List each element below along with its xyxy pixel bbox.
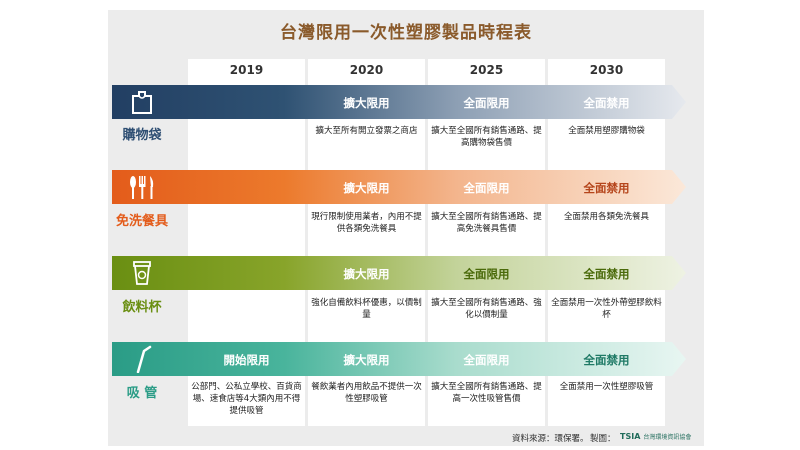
straw-icon xyxy=(124,344,160,374)
policy-description: 全面禁用一次性塑膠吸管 xyxy=(559,382,654,392)
year-header: 2025 xyxy=(469,63,504,77)
policy-description: 擴大至全國所有銷售通路、提高購物袋售價 xyxy=(431,126,542,148)
policy-description: 強化自備飲料杯優惠，以價制量 xyxy=(311,298,422,320)
bag-icon xyxy=(124,87,160,117)
logo-mark: TSIA xyxy=(620,431,641,441)
category-label-cutlery: 免洗餐具 xyxy=(115,214,168,229)
timeline-band-bag xyxy=(112,85,686,119)
status-label: 全面限用 xyxy=(463,353,510,367)
policy-description: 餐飲業者內用飲品不提供一次性塑膠吸管 xyxy=(311,382,422,404)
status-label: 全面禁用 xyxy=(583,181,630,195)
logo-text: 台灣環境資訊協會 xyxy=(643,433,692,441)
policy-description: 全面禁用一次性外帶塑膠飲料杯 xyxy=(551,298,662,320)
policy-description: 擴大至全國所有銷售通路、強化以價制量 xyxy=(431,298,542,320)
policy-description: 現行限制使用業者，內用不提供各類免洗餐具 xyxy=(311,212,422,234)
status-label: 擴大限用 xyxy=(343,267,390,281)
status-label: 擴大限用 xyxy=(343,353,390,367)
status-label: 擴大限用 xyxy=(343,181,390,195)
policy-description: 擴大至全國所有銷售通路、提高免洗餐具售價 xyxy=(431,212,542,234)
status-label: 全面禁用 xyxy=(583,353,630,367)
chart-title: 台灣限用一次性塑膠製品時程表 xyxy=(280,23,532,43)
category-label-straw: 吸 管 xyxy=(126,386,158,401)
policy-description: 全面禁用各類免洗餐具 xyxy=(563,212,649,222)
status-label: 全面禁用 xyxy=(583,267,630,281)
category-label-cup: 飲料杯 xyxy=(122,300,162,315)
timeline-band-cup xyxy=(112,256,686,290)
status-label: 全面限用 xyxy=(463,267,510,281)
maker-note: 製圖： xyxy=(590,434,616,444)
cutlery-icon xyxy=(124,172,160,202)
status-label: 全面限用 xyxy=(463,96,510,110)
policy-description: 公部門、公私立學校、百貨商場、速食店等4大類內用不得提供吸管 xyxy=(191,382,302,416)
status-label: 全面禁用 xyxy=(583,96,630,110)
category-label-bag: 購物袋 xyxy=(122,128,162,143)
year-header: 2019 xyxy=(229,63,264,77)
policy-description: 擴大至全國所有銷售通路、提高一次性吸管售價 xyxy=(431,382,542,404)
status-label: 開始限用 xyxy=(223,353,270,367)
status-label: 擴大限用 xyxy=(343,96,390,110)
timeline-band-straw xyxy=(112,342,686,376)
policy-description: 擴大至所有開立發票之商店 xyxy=(315,126,418,136)
status-label: 全面限用 xyxy=(463,181,510,195)
year-header: 2030 xyxy=(589,63,624,77)
year-header: 2020 xyxy=(349,63,384,77)
timeline-band-cutlery xyxy=(112,170,686,204)
policy-description: 全面禁用塑膠購物袋 xyxy=(568,126,645,136)
source-note: 資料來源：環保署。 xyxy=(512,434,589,444)
tsia-logo: TSIA 台灣環境資訊協會 xyxy=(620,429,691,443)
cup-icon xyxy=(124,258,160,288)
